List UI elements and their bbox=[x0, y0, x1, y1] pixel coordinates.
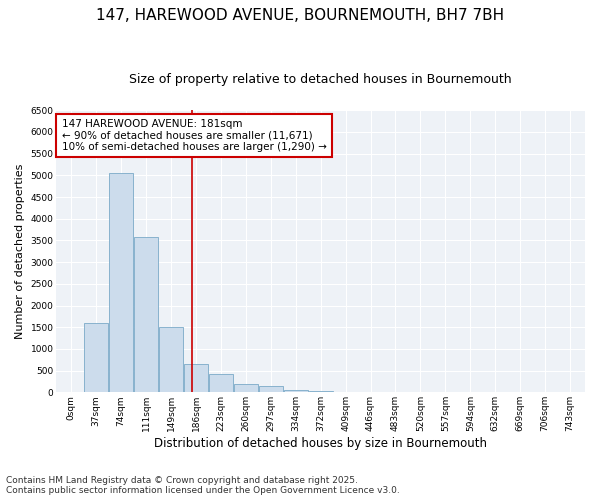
X-axis label: Distribution of detached houses by size in Bournemouth: Distribution of detached houses by size … bbox=[154, 437, 487, 450]
Title: Size of property relative to detached houses in Bournemouth: Size of property relative to detached ho… bbox=[130, 72, 512, 86]
Bar bbox=[159, 327, 183, 392]
Bar bbox=[184, 364, 208, 392]
Text: 147, HAREWOOD AVENUE, BOURNEMOUTH, BH7 7BH: 147, HAREWOOD AVENUE, BOURNEMOUTH, BH7 7… bbox=[96, 8, 504, 22]
Text: Contains HM Land Registry data © Crown copyright and database right 2025.
Contai: Contains HM Land Registry data © Crown c… bbox=[6, 476, 400, 495]
Bar bbox=[134, 237, 158, 392]
Bar bbox=[284, 390, 308, 392]
Bar bbox=[309, 391, 332, 392]
Bar bbox=[209, 374, 233, 392]
Bar bbox=[109, 173, 133, 392]
Bar bbox=[234, 384, 258, 392]
Text: 147 HAREWOOD AVENUE: 181sqm
← 90% of detached houses are smaller (11,671)
10% of: 147 HAREWOOD AVENUE: 181sqm ← 90% of det… bbox=[62, 118, 326, 152]
Bar bbox=[259, 386, 283, 392]
Bar bbox=[85, 323, 108, 392]
Y-axis label: Number of detached properties: Number of detached properties bbox=[15, 164, 25, 339]
